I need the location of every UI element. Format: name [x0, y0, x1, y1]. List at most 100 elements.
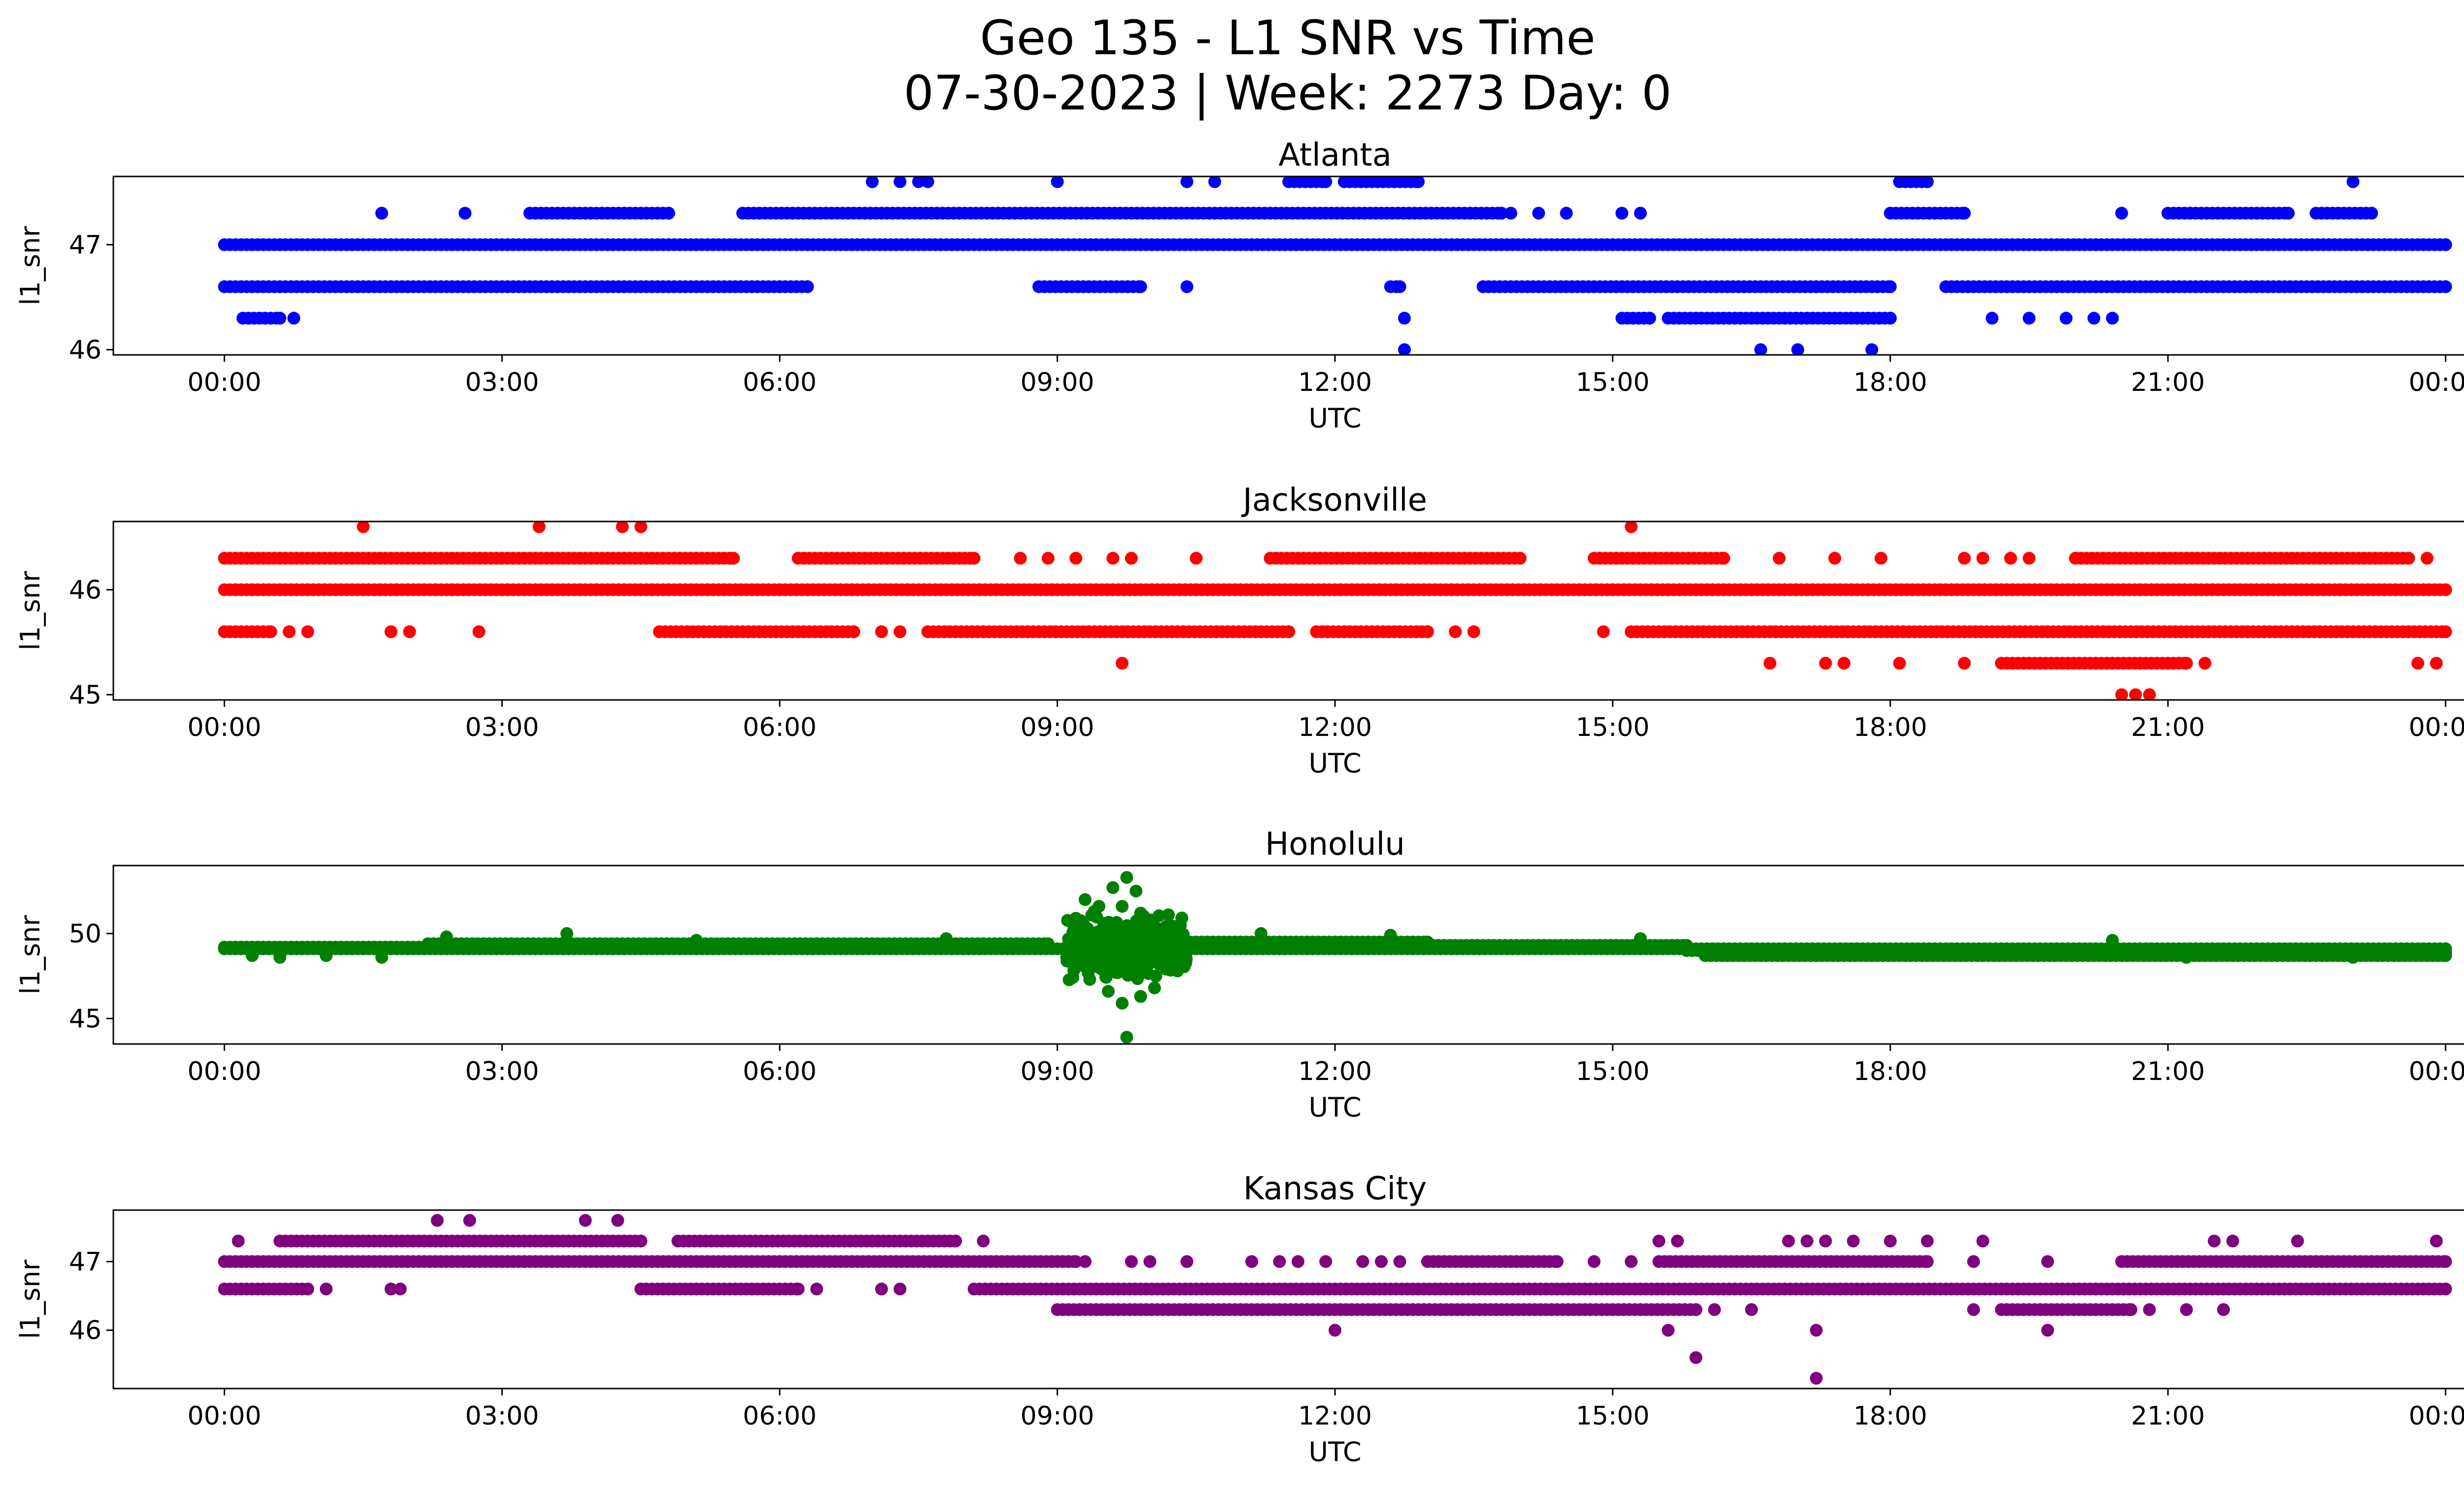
- data-point: [1532, 207, 1545, 220]
- data-point: [2180, 951, 2193, 964]
- data-point: [1958, 657, 1971, 670]
- data-point: [1634, 932, 1647, 945]
- data-point: [1143, 1255, 1157, 1268]
- data-point: [2115, 688, 2128, 700]
- data-point: [2143, 1303, 2156, 1316]
- data-point: [2022, 312, 2036, 325]
- data-point: [1245, 1255, 1258, 1268]
- data-point: [532, 522, 546, 533]
- data-point: [2124, 1303, 2138, 1316]
- data-point: [1754, 343, 1767, 355]
- data-point: [1069, 552, 1083, 565]
- data-point: [2291, 1234, 2304, 1248]
- data-point: [375, 207, 388, 220]
- data-point: [1120, 871, 1133, 884]
- data-point: [1791, 343, 1804, 355]
- data-point: [893, 1283, 907, 1296]
- data-point: [2430, 1234, 2443, 1248]
- data-point: [2346, 176, 2360, 188]
- x-tick-label: 18:00: [1853, 713, 1927, 742]
- data-point: [384, 625, 398, 638]
- x-tick-label: 09:00: [1021, 713, 1095, 742]
- subplot-kansas-city: Kansas City 00:00 03:00 06:00 09:00 12:00 15:0…: [15, 1171, 2464, 1467]
- data-point: [2421, 552, 2434, 565]
- data-point: [1085, 949, 1098, 963]
- data-point: [1976, 1234, 1989, 1248]
- subplot-jacksonville: Jacksonville 00:00 03:00 06:00 09:00 12:00 15:…: [15, 482, 2464, 779]
- data-point: [1134, 280, 1147, 293]
- data-point: [921, 176, 934, 188]
- data-point: [1254, 927, 1267, 940]
- data-point: [611, 1214, 624, 1227]
- data-point: [1180, 176, 1194, 188]
- scatter-series: [218, 871, 2452, 1044]
- data-point: [1810, 1372, 1823, 1385]
- x-tick-label: 21:00: [2131, 1401, 2205, 1431]
- data-point: [232, 1234, 245, 1248]
- data-point: [1078, 1255, 1092, 1268]
- data-point: [2439, 625, 2452, 638]
- data-point: [1763, 657, 1777, 670]
- data-point: [1773, 552, 1786, 565]
- data-point: [690, 934, 703, 947]
- data-point: [1142, 967, 1155, 980]
- x-tick-label: 06:00: [743, 713, 817, 742]
- data-point: [2115, 207, 2128, 220]
- data-point: [1190, 552, 1203, 565]
- axes-frame: [112, 175, 2464, 356]
- data-point: [1708, 1303, 1721, 1316]
- data-point: [1125, 552, 1138, 565]
- data-point: [245, 949, 259, 962]
- x-tick-label: 00:00: [187, 368, 261, 397]
- x-tick-label: 21:00: [2131, 713, 2205, 742]
- x-tick-label: 12:00: [1298, 713, 1372, 742]
- axes-title: Honolulu: [1265, 826, 1405, 863]
- data-point: [1069, 1255, 1083, 1268]
- data-point: [634, 1234, 648, 1248]
- data-point: [1393, 1255, 1406, 1268]
- data-point: [977, 1234, 990, 1248]
- data-point: [1958, 552, 1971, 565]
- data-point: [1180, 1255, 1194, 1268]
- data-point: [1560, 207, 1573, 220]
- data-point: [875, 625, 888, 638]
- data-point: [301, 1283, 314, 1296]
- x-tick-label: 21:00: [2131, 368, 2205, 397]
- data-point: [1513, 552, 1527, 565]
- data-point: [440, 930, 453, 943]
- data-point: [463, 1214, 476, 1227]
- data-point: [1169, 923, 1183, 936]
- y-axis-label: l1_snr: [15, 226, 46, 306]
- data-point: [2430, 657, 2443, 670]
- data-point: [727, 552, 740, 565]
- data-point: [1273, 1255, 1286, 1268]
- y-tick-label: 46: [69, 575, 102, 605]
- data-point: [1671, 1234, 1684, 1248]
- x-tick-label: 00:00: [2409, 1401, 2464, 1431]
- data-point: [1689, 1351, 1703, 1364]
- data-point: [893, 625, 907, 638]
- x-axis-label: UTC: [1308, 1436, 1361, 1467]
- data-point: [1745, 1303, 1758, 1316]
- data-point: [1319, 176, 1333, 188]
- data-point: [1883, 280, 1897, 293]
- x-tick-label: 18:00: [1853, 1057, 1927, 1086]
- data-point: [274, 312, 286, 325]
- data-point: [579, 1214, 592, 1227]
- x-tick-label: 12:00: [1298, 1057, 1372, 1086]
- data-point: [357, 522, 370, 533]
- data-point: [1828, 552, 1842, 565]
- data-point: [1393, 280, 1406, 293]
- data-point: [1449, 625, 1462, 638]
- data-point: [1597, 625, 1610, 638]
- data-point: [1329, 1323, 1341, 1337]
- data-point: [319, 949, 333, 962]
- subplot-grid: Atlanta 00:00 03:00 06:00 09:00 12:00 15:00 18:…: [15, 137, 2464, 1467]
- data-point: [1920, 1255, 1934, 1268]
- x-tick-label: 12:00: [1298, 368, 1372, 397]
- x-tick-label: 06:00: [743, 1401, 817, 1431]
- x-tick-label: 03:00: [465, 1057, 539, 1086]
- data-point: [1078, 893, 1092, 906]
- scatter-series: [218, 176, 2452, 355]
- data-point: [2346, 951, 2360, 964]
